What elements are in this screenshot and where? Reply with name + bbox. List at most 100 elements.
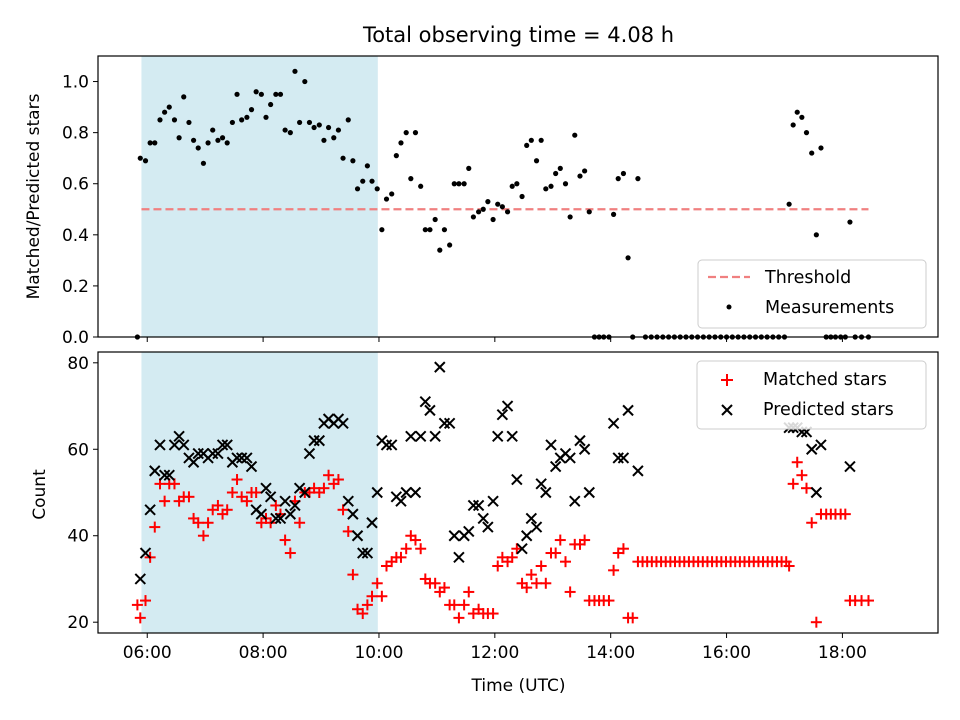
measurement-point [635,176,641,182]
matched-point [140,595,152,607]
measurement-point [142,158,149,164]
predicted-point [284,508,297,520]
measurement-point [610,211,617,217]
matched-point [579,534,591,546]
predicted-point [221,439,233,451]
predicted-point [366,517,378,529]
measurement-point [615,176,621,182]
predicted-point [806,443,818,455]
matched-point [487,608,499,620]
measurement-point [147,140,153,146]
matched-point [134,612,146,624]
predicted-point [477,512,489,525]
top-y-axis-label: Matched/Predicted stars [24,93,44,299]
matched-point [791,456,803,468]
measurement-point [152,140,158,146]
matched-point [550,547,562,559]
measurement-point [321,137,327,143]
y-tick-label: 0.8 [62,124,89,144]
predicted-point [520,530,533,542]
predicted-point [163,469,175,481]
measurement-point [215,137,221,143]
predicted-point [342,495,354,507]
predicted-point [139,547,152,559]
y-tick-label: 80 [67,354,89,374]
measurement-point [340,155,346,161]
measurement-point [572,132,578,138]
predicted-point [612,452,624,464]
matched-point [617,543,629,555]
matched-point [284,547,296,559]
predicted-point [429,430,441,443]
predicted-point [216,439,229,451]
measurement-point [316,122,322,128]
predicted-point [810,486,823,499]
measurement-point [577,173,583,179]
matched-point [357,608,369,620]
top-panel-frame [97,55,939,338]
matched-point [231,474,243,486]
matched-point [347,569,359,581]
measurement-point [354,186,361,192]
measurement-point [461,181,467,187]
predicted-legend-swatch [721,404,733,416]
predicted-point [371,486,383,499]
matched-point [540,577,552,589]
matched-point [453,612,465,624]
measurement-point [466,165,472,171]
measurement-point [447,242,453,248]
matched-point [400,543,412,555]
measurement-point [181,94,187,100]
predicted-point [506,430,518,443]
matched-point [787,478,799,490]
predicted-point [299,486,311,499]
predicted-point [380,439,393,451]
top-legend: Threshold Measurements [697,259,927,329]
predicted-point [492,430,504,443]
matched-point [806,517,818,529]
measurement-point [350,158,356,164]
bottom-panel-frame [97,351,939,634]
x-tick-label: 14:00 [586,643,635,663]
predicted-point [168,439,181,451]
matched-point [862,595,874,607]
measurement-point [393,153,399,159]
y-tick-label: 0.2 [62,277,89,297]
predicted-point [424,404,436,417]
predicted-point [178,439,190,451]
measurement-point [190,137,197,143]
measurement-point [200,160,207,166]
measurement-point [282,127,288,133]
measurement-point [311,124,317,131]
predicted-point [395,495,407,507]
x-tick-label: 18:00 [818,643,867,663]
matched-point [323,469,335,481]
predicted-point [448,530,460,542]
x-tick-label: 06:00 [123,643,172,663]
y-tick-label: 0.4 [62,226,89,246]
observing-window-shade [141,56,378,337]
predicted-point [313,434,326,447]
measurement-point [360,178,366,184]
measurement-point [273,91,279,97]
measurement-point [480,206,486,212]
measurement-point [292,68,298,74]
matched-point [395,551,407,563]
matched-point [332,474,344,486]
predicted-point [405,430,417,443]
measurement-point [383,196,390,202]
y-tick-label: 40 [67,527,89,547]
matched-point [463,586,475,598]
matched-point [221,504,233,516]
predicted-point [496,408,509,421]
matched-point [159,495,171,507]
y-tick-label: 1.0 [62,73,89,93]
predicted-point [144,504,156,516]
measurement-point [157,117,163,123]
matched-point [554,534,566,546]
matched-point [438,582,450,594]
matched-point [810,616,822,628]
measurement-point [263,114,269,120]
measurement-point [234,91,240,97]
matched-point [366,590,378,602]
